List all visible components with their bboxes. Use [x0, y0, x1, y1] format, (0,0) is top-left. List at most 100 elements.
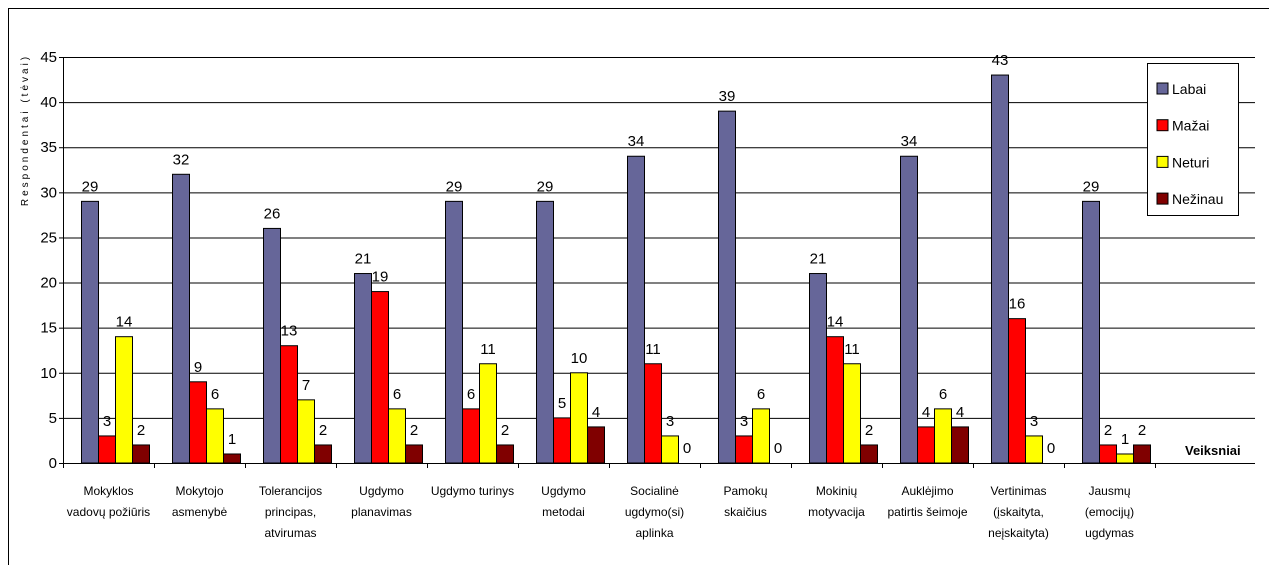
value-label: 4 [956, 404, 964, 421]
value-label: 1 [1121, 431, 1129, 448]
value-label: 32 [173, 151, 190, 168]
bar [1025, 435, 1043, 464]
y-tick-label: 20 [40, 275, 57, 292]
y-tick-label: 30 [40, 184, 57, 201]
legend-swatch [1156, 192, 1169, 205]
value-label: 34 [901, 133, 918, 150]
bar [587, 426, 605, 464]
value-label: 21 [810, 251, 827, 268]
y-tick-label: 5 [49, 410, 57, 427]
legend-swatch [1156, 82, 1169, 95]
bar [223, 453, 241, 464]
value-label: 0 [683, 440, 691, 457]
y-tick-label: 10 [40, 365, 57, 382]
x-tick-label: Auklėjimo patirtis šeimoje [887, 484, 968, 519]
bar [536, 200, 554, 464]
value-label: 2 [319, 422, 327, 439]
bar [354, 273, 372, 464]
y-tick-label: 15 [40, 320, 57, 337]
value-label: 19 [372, 269, 389, 286]
x-tick-label: Jausmų (emocijų) ugdymas [1084, 484, 1135, 540]
bar [1133, 444, 1151, 464]
bar [405, 444, 423, 464]
value-label: 39 [719, 88, 736, 105]
bar [1116, 453, 1134, 464]
value-label: 14 [827, 314, 844, 331]
value-label: 14 [116, 314, 133, 331]
bar [644, 363, 662, 464]
value-label: 16 [1009, 296, 1026, 313]
value-label: 1 [228, 431, 236, 448]
value-label: 2 [501, 422, 509, 439]
value-label: 29 [446, 178, 463, 195]
value-label: 2 [410, 422, 418, 439]
y-tick-label: 0 [49, 455, 57, 472]
y-tick-label: 40 [40, 94, 57, 111]
x-tick-label: Mokytojo asmenybė [171, 484, 228, 519]
value-label: 5 [558, 395, 566, 412]
bar [570, 372, 588, 464]
bar [809, 273, 827, 464]
x-tick-label: Ugdymo turinys [430, 484, 515, 498]
value-label: 29 [1083, 178, 1100, 195]
legend-swatch [1156, 155, 1169, 168]
value-label: 29 [82, 178, 99, 195]
bar [1082, 200, 1100, 464]
bar [1008, 318, 1026, 464]
frame [8, 8, 1269, 565]
value-label: 7 [302, 377, 310, 394]
value-label: 2 [865, 422, 873, 439]
bar [462, 408, 480, 464]
legend-label: Mažai [1172, 118, 1209, 134]
value-label: 2 [1138, 422, 1146, 439]
bar [900, 155, 918, 464]
value-label: 6 [939, 386, 947, 403]
bar [843, 363, 861, 464]
bar [496, 444, 514, 464]
value-label: 6 [393, 386, 401, 403]
x-tick-label: Ugdymo planavimas [351, 484, 412, 519]
value-label: 34 [628, 133, 645, 150]
bar [297, 399, 315, 464]
value-label: 11 [645, 341, 661, 358]
value-label: 9 [194, 359, 202, 376]
bar [718, 110, 736, 464]
y-axis-label: Respondentai (tėvai) [20, 54, 31, 206]
legend-label: Nežinau [1172, 191, 1223, 207]
value-label: 43 [992, 52, 1009, 69]
value-label: 3 [740, 413, 748, 430]
x-tick-label: Mokinių motyvacija [808, 484, 865, 519]
bar [314, 444, 332, 464]
bar [189, 381, 207, 464]
y-tick-label: 45 [40, 49, 57, 66]
legend-swatch [1156, 119, 1169, 132]
value-label: 10 [571, 350, 588, 367]
bar [752, 408, 770, 464]
bar [951, 426, 969, 464]
value-label: 4 [592, 404, 600, 421]
value-label: 26 [264, 205, 281, 222]
value-label: 0 [1047, 440, 1055, 457]
bar [860, 444, 878, 464]
bar [206, 408, 224, 464]
value-label: 6 [757, 386, 765, 403]
value-label: 29 [537, 178, 554, 195]
value-label: 6 [211, 386, 219, 403]
bar [280, 345, 298, 464]
x-tick-label: Tolerancijos principas, atvirumas [258, 484, 323, 540]
x-tick-label: Mokyklos vadovų požiūris [66, 484, 151, 519]
bar [991, 74, 1009, 464]
bar [172, 173, 190, 464]
bar [1099, 444, 1117, 464]
bar [445, 200, 463, 464]
value-label: 11 [844, 341, 860, 358]
value-label: 0 [774, 440, 782, 457]
legend-label: Labai [1172, 81, 1206, 97]
value-label: 21 [355, 251, 372, 268]
value-label: 6 [467, 386, 475, 403]
bar [934, 408, 952, 464]
x-tick-label: Pamokų skaičius [723, 484, 768, 519]
bar [553, 417, 571, 464]
